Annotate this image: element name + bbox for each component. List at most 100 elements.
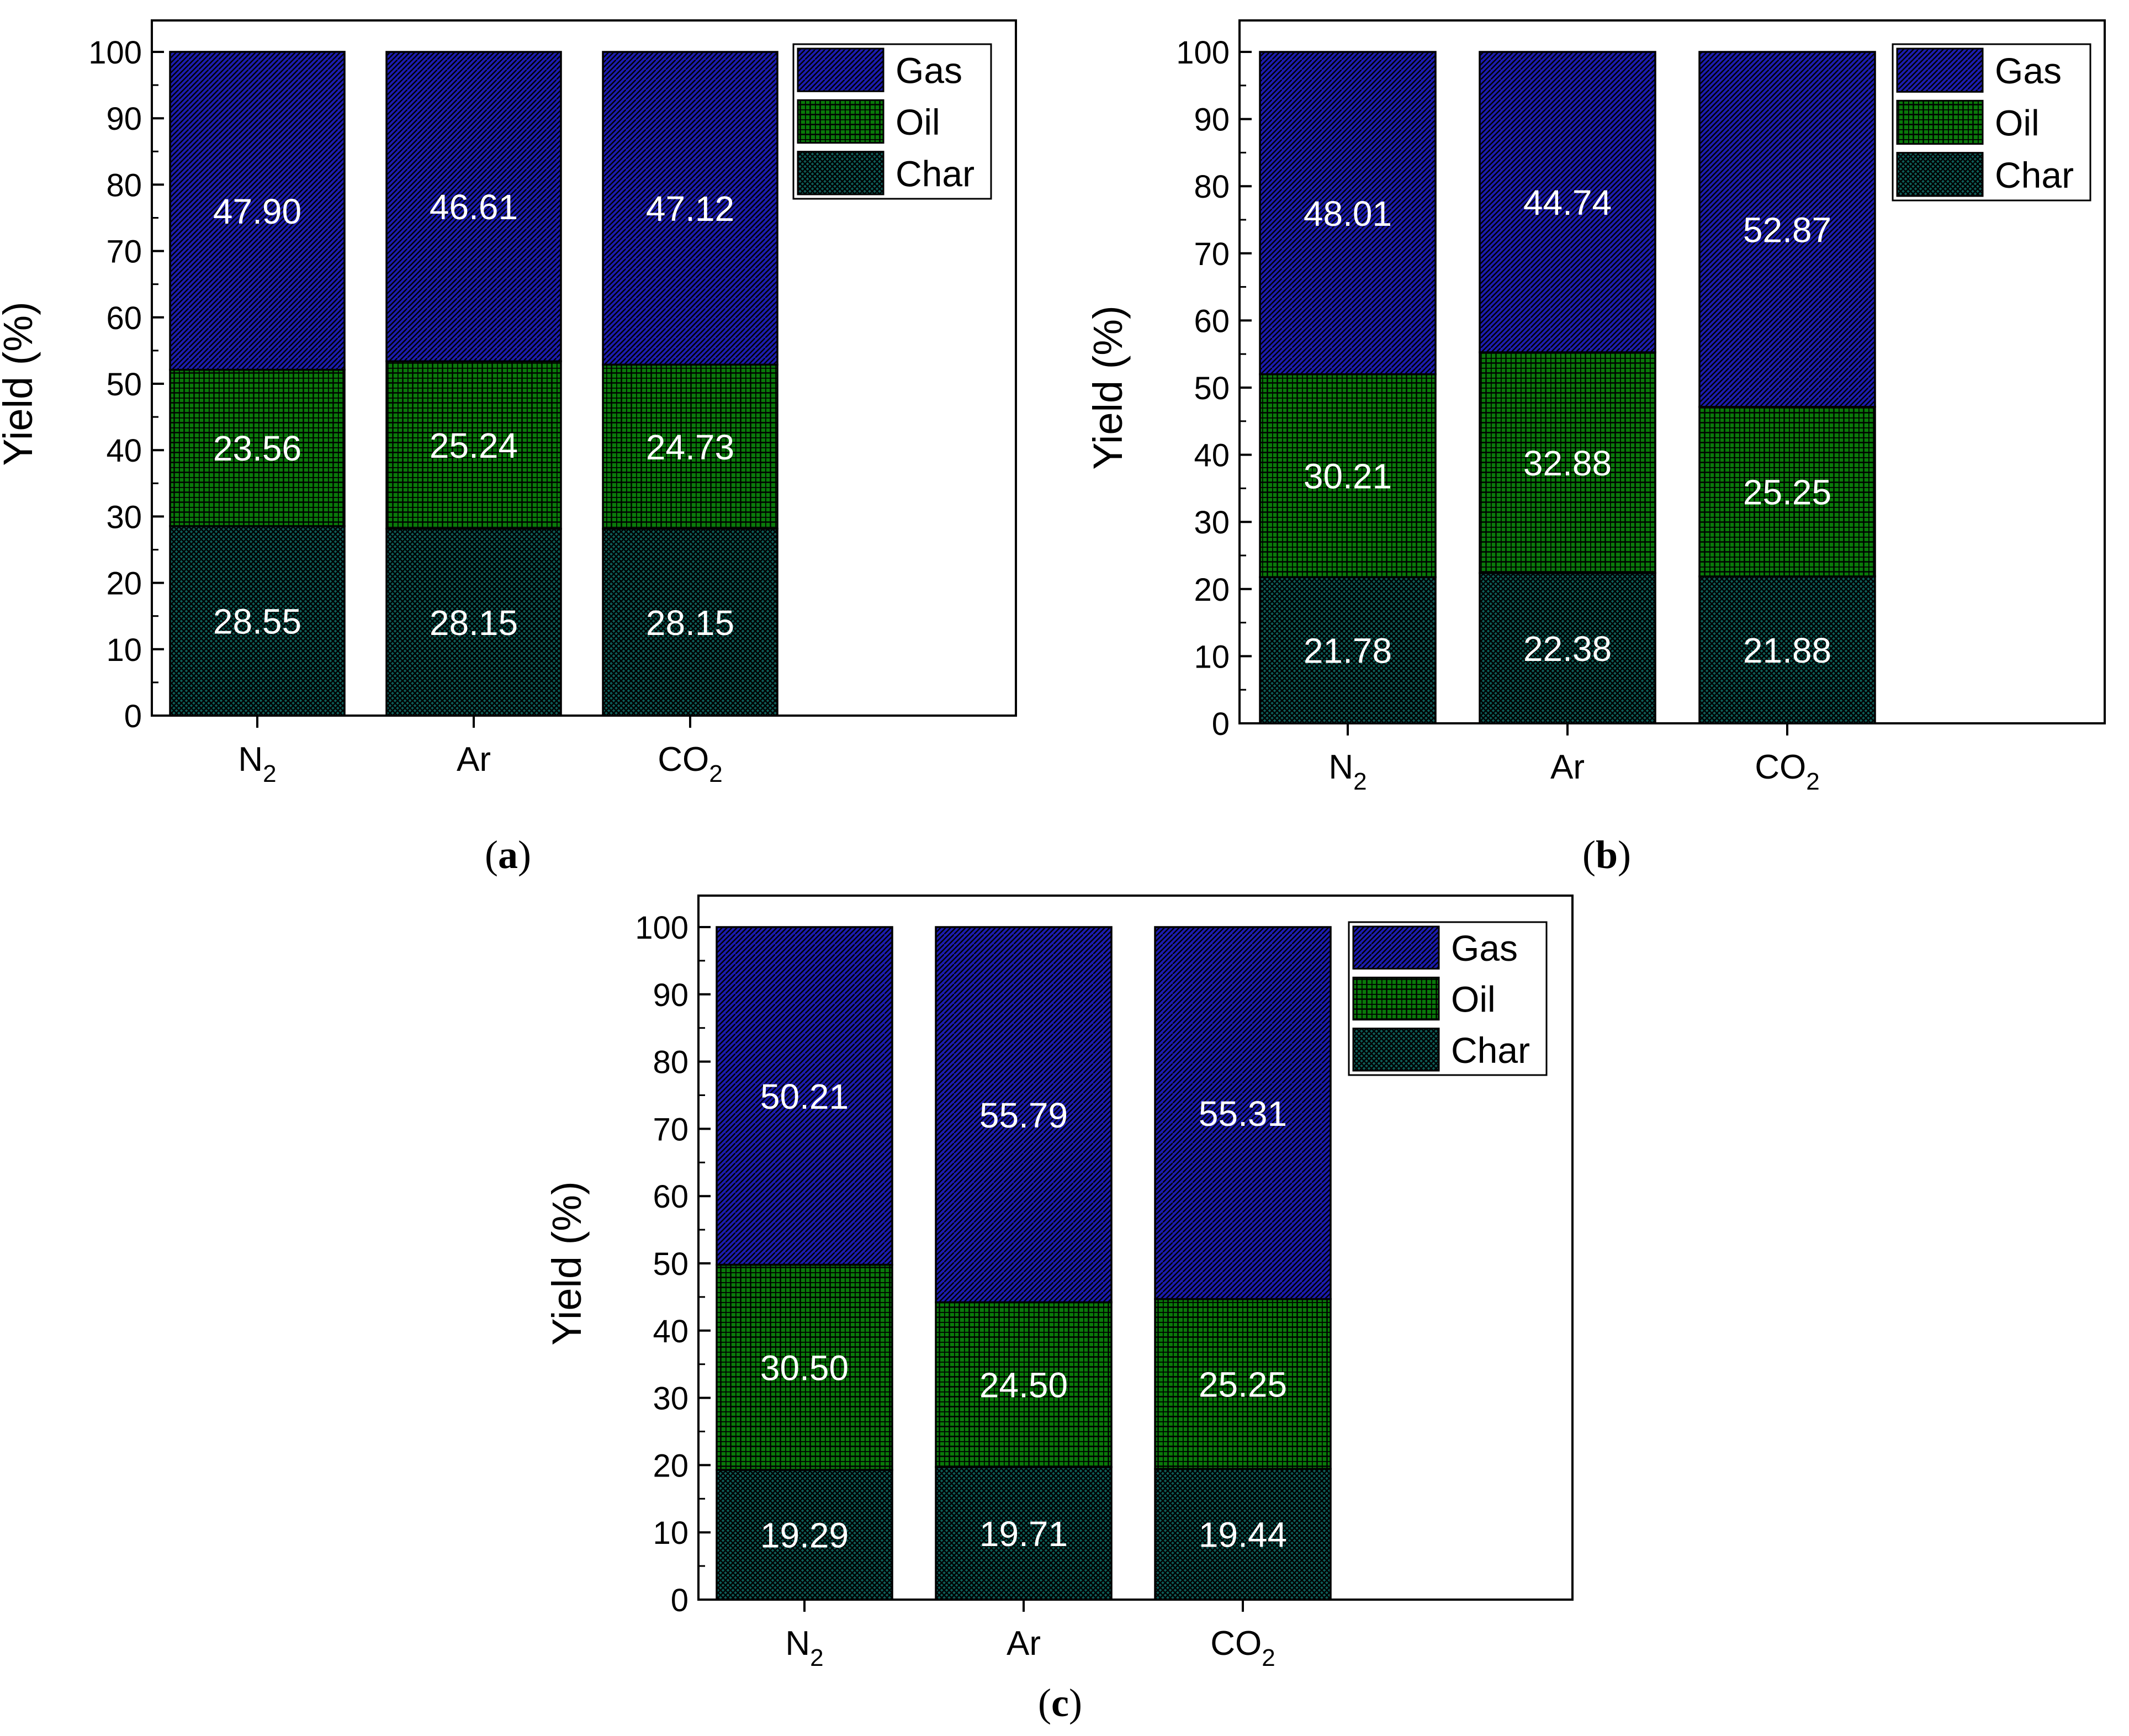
legend-swatch-gas — [797, 47, 885, 92]
data-label-gas: 55.79 — [979, 1095, 1068, 1135]
bar-segment-char — [1479, 572, 1656, 724]
data-label-char: 19.29 — [760, 1516, 849, 1555]
y-tick-label: 10 — [653, 1515, 689, 1551]
data-label-gas: 55.31 — [1199, 1094, 1287, 1134]
legend: Gas Oil Char — [1892, 43, 2091, 202]
bar-segment-gas — [169, 51, 346, 371]
legend-swatch-char — [1896, 152, 1984, 197]
y-tick-label: 60 — [1194, 303, 1230, 339]
data-label-char: 28.15 — [430, 603, 518, 643]
bar-segment-char — [602, 527, 778, 717]
data-label-gas: 48.01 — [1304, 194, 1392, 234]
y-tick-label: 30 — [1194, 505, 1230, 541]
legend-label-char: Char — [1995, 155, 2074, 195]
legend-label-oil: Oil — [896, 102, 940, 142]
data-label-oil: 23.56 — [213, 428, 301, 468]
bar-segment-char — [1154, 1468, 1332, 1601]
data-label-char: 21.78 — [1304, 631, 1392, 671]
data-label-oil: 30.21 — [1304, 456, 1392, 496]
y-tick-label: 20 — [1194, 572, 1230, 608]
panel-caption-c: (c) — [1038, 1681, 1082, 1725]
y-axis-title: Yield (%) — [0, 301, 41, 465]
data-label-oil: 24.50 — [979, 1365, 1068, 1405]
legend-swatch-oil — [797, 99, 885, 144]
y-tick-label: 100 — [1176, 35, 1230, 71]
chart-panel-c: 0 10 20 30 40 50 60 70 80 90 100 Yield (%) 19.29 30.5… — [544, 895, 1574, 1671]
y-tick-label: 0 — [1212, 706, 1230, 742]
data-label-char: 28.15 — [646, 603, 734, 643]
bar-segment-oil — [1479, 351, 1656, 574]
panel-caption-b: (b) — [1582, 833, 1631, 877]
y-tick-label: 50 — [1194, 371, 1230, 406]
bar-segment-oil — [935, 1301, 1113, 1468]
data-label-char: 19.71 — [979, 1514, 1068, 1554]
bar-segment-gas — [935, 926, 1113, 1304]
bar-segment-oil — [602, 363, 778, 530]
legend-label-gas: Gas — [896, 50, 962, 91]
y-tick-label: 20 — [653, 1448, 689, 1484]
bar-segment-gas — [1479, 51, 1656, 353]
chart-panel-a: 0 10 20 30 40 50 60 70 80 90 100 Yield (%) 28.55 23.5… — [0, 19, 1017, 787]
y-tick-label: 0 — [124, 698, 142, 734]
legend-label-oil: Oil — [1451, 979, 1496, 1020]
x-category-label: Ar — [1007, 1624, 1041, 1663]
legend-label-oil: Oil — [1995, 103, 2040, 144]
y-tick-label: 30 — [106, 499, 142, 535]
bar-segment-gas — [1154, 926, 1332, 1300]
x-category-label: N2 — [238, 740, 276, 787]
x-category-label: N2 — [785, 1624, 823, 1671]
y-tick-label: 60 — [653, 1179, 689, 1215]
y-tick-label: 50 — [653, 1246, 689, 1282]
data-label-gas: 50.21 — [760, 1077, 849, 1116]
data-label-oil: 30.50 — [760, 1348, 849, 1388]
bar-segment-oil — [716, 1263, 893, 1471]
data-label-gas: 44.74 — [1523, 183, 1612, 223]
legend-swatch-gas — [1896, 47, 1984, 93]
data-label-gas: 46.61 — [430, 187, 518, 227]
legend-label-char: Char — [1451, 1030, 1530, 1071]
legend-label-char: Char — [896, 153, 975, 194]
y-tick-label: 100 — [88, 35, 142, 71]
x-category-label: Ar — [1550, 748, 1585, 786]
y-tick-label: 10 — [1194, 639, 1230, 675]
y-tick-label: 30 — [653, 1381, 689, 1417]
plot-frame — [151, 19, 1017, 717]
data-label-gas: 47.12 — [646, 189, 734, 229]
y-tick-label: 0 — [671, 1582, 689, 1618]
bar-segment-gas — [716, 926, 893, 1266]
data-label-oil: 24.73 — [646, 427, 734, 467]
y-tick-label: 100 — [635, 910, 689, 946]
y-tick-label: 10 — [106, 632, 142, 668]
data-label-char: 22.38 — [1523, 629, 1612, 669]
data-label-char: 19.44 — [1199, 1515, 1287, 1555]
y-tick-label: 80 — [1194, 169, 1230, 205]
bar-segment-char — [385, 527, 562, 717]
bar-segment-oil — [385, 360, 562, 530]
chart-panel-b: 0 10 20 30 40 50 60 70 80 90 100 Yield (%) 21.78 30.2… — [1085, 19, 2106, 795]
x-category-label: CO2 — [1210, 1624, 1275, 1671]
y-tick-label: 40 — [653, 1314, 689, 1349]
y-axis-title: Yield (%) — [544, 1181, 590, 1345]
x-category-label: N2 — [1328, 748, 1367, 795]
legend-swatch-oil — [1352, 976, 1440, 1021]
legend-swatch-oil — [1896, 99, 1984, 145]
data-label-char: 28.55 — [213, 601, 301, 641]
bar-segment-gas — [1698, 51, 1876, 408]
y-tick-label: 70 — [106, 234, 142, 270]
data-label-oil: 32.88 — [1523, 443, 1612, 483]
bar-segment-oil — [1698, 406, 1876, 578]
y-tick-label: 80 — [106, 167, 142, 203]
y-tick-label: 90 — [106, 101, 142, 137]
legend-swatch-char — [1352, 1028, 1440, 1072]
y-tick-label: 70 — [653, 1112, 689, 1147]
data-label-oil: 25.25 — [1199, 1364, 1287, 1404]
legend-label-gas: Gas — [1451, 928, 1518, 968]
legend: Gas Oil Char — [792, 43, 992, 200]
bar-segment-gas — [385, 51, 562, 363]
bar-segment-gas — [602, 51, 778, 366]
y-axis-title: Yield (%) — [1085, 305, 1131, 469]
y-tick-label: 90 — [653, 977, 689, 1013]
data-label-char: 21.88 — [1743, 631, 1831, 670]
data-label-oil: 25.25 — [1743, 472, 1831, 512]
